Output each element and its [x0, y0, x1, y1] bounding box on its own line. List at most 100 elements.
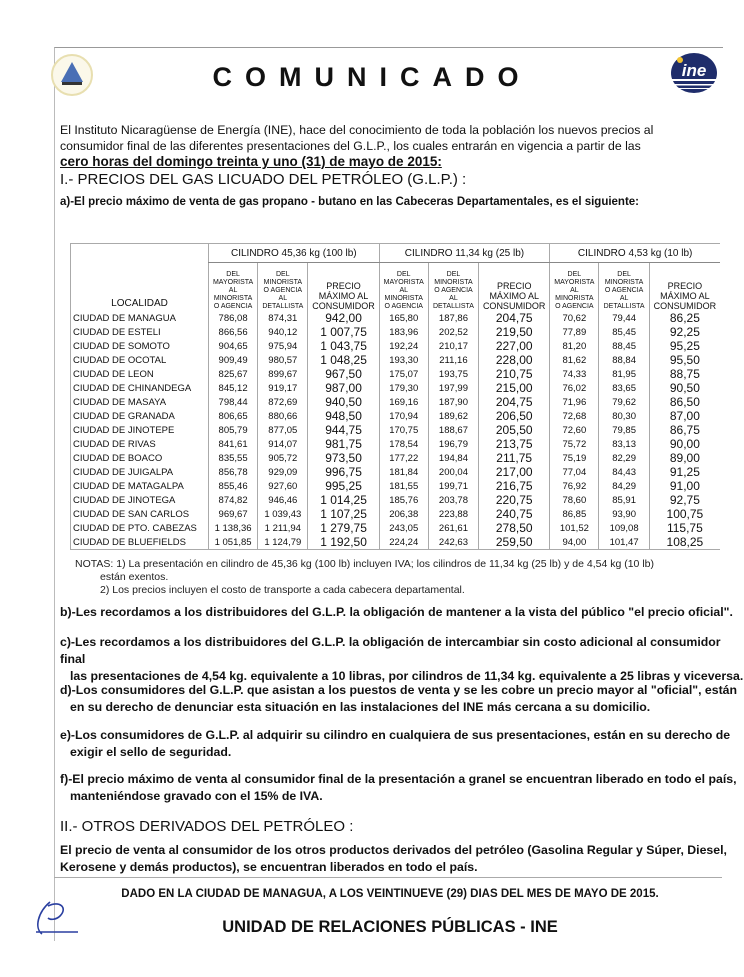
price-cell: 202,52: [427, 325, 479, 339]
price-cell: 1 107,25: [307, 507, 380, 521]
locality-cell: CIUDAD DE MANAGUA: [70, 311, 209, 325]
paragraph-e-line: e)-Los consumidores de G.L.P. al adquiri…: [60, 728, 731, 742]
paragraph-f-line: f)-El precio máximo de venta al consumid…: [60, 772, 737, 786]
price-cell: 100,75: [648, 507, 720, 521]
price-cell: 72,60: [549, 423, 599, 437]
price-cell: 80,30: [598, 409, 650, 423]
price-cell: 83,65: [598, 381, 650, 395]
price-cell: 204,75: [478, 395, 550, 409]
price-cell: 1 007,75: [307, 325, 380, 339]
locality-cell: CIUDAD DE SOMOTO: [70, 339, 209, 353]
price-cell: 70,62: [549, 311, 599, 325]
price-cell: 905,72: [257, 451, 308, 465]
group-header: CILINDRO 11,34 kg (25 lb): [378, 243, 550, 263]
column-subheader: PRECIO MÁXIMO AL CONSUMIDOR: [648, 262, 720, 311]
price-cell: 909,49: [207, 353, 258, 367]
price-cell: 81,62: [549, 353, 599, 367]
locality-cell: CIUDAD DE CHINANDEGA: [70, 381, 209, 395]
price-cell: 987,00: [307, 381, 380, 395]
price-cell: 185,76: [378, 493, 429, 507]
price-cell: 845,12: [207, 381, 258, 395]
nicaragua-seal-icon: [51, 54, 93, 96]
price-cell: 929,09: [257, 465, 308, 479]
paragraph-f: f)-El precio máximo de venta al consumid…: [60, 771, 737, 805]
price-cell: 944,75: [307, 423, 380, 437]
price-cell: 193,75: [427, 367, 479, 381]
locality-cell: CIUDAD DE OCOTAL: [70, 353, 209, 367]
price-cell: 1 279,75: [307, 521, 380, 535]
price-cell: 77,04: [549, 465, 599, 479]
group-header: CILINDRO 45,36 kg (100 lb): [208, 243, 380, 263]
price-cell: 206,38: [378, 507, 429, 521]
table-row: CIUDAD DE MATAGALPA 855,46 927,60 995,25 181…: [70, 479, 720, 493]
price-cell: 980,57: [257, 353, 308, 367]
price-cell: 93,90: [598, 507, 650, 521]
price-cell: 1 138,36: [207, 521, 258, 535]
table-row: CIUDAD DE BOACO 835,55 905,72 973,50 177,22 1…: [70, 451, 720, 465]
page-title: COMUNICADO: [212, 62, 532, 92]
price-cell: 189,62: [427, 409, 479, 423]
paragraph-2-line: Kerosene y demás productos), se encuentr…: [60, 860, 478, 874]
intro-text: El Instituto Nicaragüense de Energía (IN…: [60, 123, 654, 153]
price-cell: 88,75: [648, 367, 720, 381]
intro-paragraph: El Instituto Nicaragüense de Energía (IN…: [60, 122, 720, 211]
price-cell: 169,16: [378, 395, 429, 409]
price-cell: 91,00: [648, 479, 720, 493]
locality-cell: CIUDAD DE GRANADA: [70, 409, 209, 423]
price-cell: 261,61: [427, 521, 479, 535]
price-cell: 948,50: [307, 409, 380, 423]
price-cell: 874,31: [257, 311, 308, 325]
price-cell: 92,25: [648, 325, 720, 339]
price-cell: 874,82: [207, 493, 258, 507]
price-cell: 94,00: [549, 535, 599, 550]
price-cell: 90,50: [648, 381, 720, 395]
price-cell: 1 014,25: [307, 493, 380, 507]
price-cell: 942,00: [307, 311, 380, 325]
section-1-heading: I.- PRECIOS DEL GAS LICUADO DEL PETRÓLEO…: [60, 171, 467, 188]
price-cell: 203,78: [427, 493, 479, 507]
price-cell: 175,07: [378, 367, 429, 381]
locality-cell: CIUDAD DE JINOTEPE: [70, 423, 209, 437]
price-cell: 973,50: [307, 451, 380, 465]
paragraph-a: a)-El precio máximo de venta de gas prop…: [60, 196, 640, 208]
price-cell: 85,91: [598, 493, 650, 507]
price-cell: 84,29: [598, 479, 650, 493]
price-cell: 170,94: [378, 409, 429, 423]
price-cell: 81,20: [549, 339, 599, 353]
column-subheader: DEL MAYORISTA AL MINORISTA O AGENCIA: [549, 262, 599, 311]
price-cell: 95,50: [648, 353, 720, 367]
table-row: CIUDAD DE BLUEFIELDS 1 051,85 1 124,79 1 19…: [70, 535, 720, 550]
price-cell: 206,50: [478, 409, 550, 423]
paragraph-d-line: d)-Los consumidores del G.L.P. que asist…: [60, 683, 738, 697]
price-cell: 81,95: [598, 367, 650, 381]
locality-cell: CIUDAD DE MATAGALPA: [70, 479, 209, 493]
price-cell: 179,30: [378, 381, 429, 395]
column-subheader: PRECIO MÁXIMO AL CONSUMIDOR: [478, 262, 550, 311]
price-cell: 1 051,85: [207, 535, 258, 550]
page-frame: [54, 47, 723, 941]
table-row: CIUDAD DE RIVAS 841,61 914,07 981,75 178,54 1…: [70, 437, 720, 451]
table-row: CIUDAD DE SOMOTO 904,65 975,94 1 043,75 192,…: [70, 339, 720, 353]
locality-cell: CIUDAD DE SAN CARLOS: [70, 507, 209, 521]
price-cell: 914,07: [257, 437, 308, 451]
price-cell: 91,25: [648, 465, 720, 479]
price-cell: 84,43: [598, 465, 650, 479]
note-1-cont: están exentos.: [100, 571, 169, 583]
price-cell: 967,50: [307, 367, 380, 381]
price-cell: 88,45: [598, 339, 650, 353]
price-cell: 75,72: [549, 437, 599, 451]
price-cell: 109,08: [598, 521, 650, 535]
price-cell: 181,55: [378, 479, 429, 493]
price-cell: 223,88: [427, 507, 479, 521]
price-cell: 71,96: [549, 395, 599, 409]
signature-unit: UNIDAD DE RELACIONES PÚBLICAS - INE: [222, 918, 558, 936]
price-cell: 866,56: [207, 325, 258, 339]
price-cell: 1 043,75: [307, 339, 380, 353]
price-cell: 101,47: [598, 535, 650, 550]
paragraph-d: d)-Los consumidores del G.L.P. que asist…: [60, 682, 737, 716]
price-cell: 228,00: [478, 353, 550, 367]
locality-cell: CIUDAD DE JINOTEGA: [70, 493, 209, 507]
note-2: 2) Los precios incluyen el costo de tran…: [100, 584, 465, 596]
price-cell: 108,25: [648, 535, 720, 550]
price-cell: 86,50: [648, 395, 720, 409]
